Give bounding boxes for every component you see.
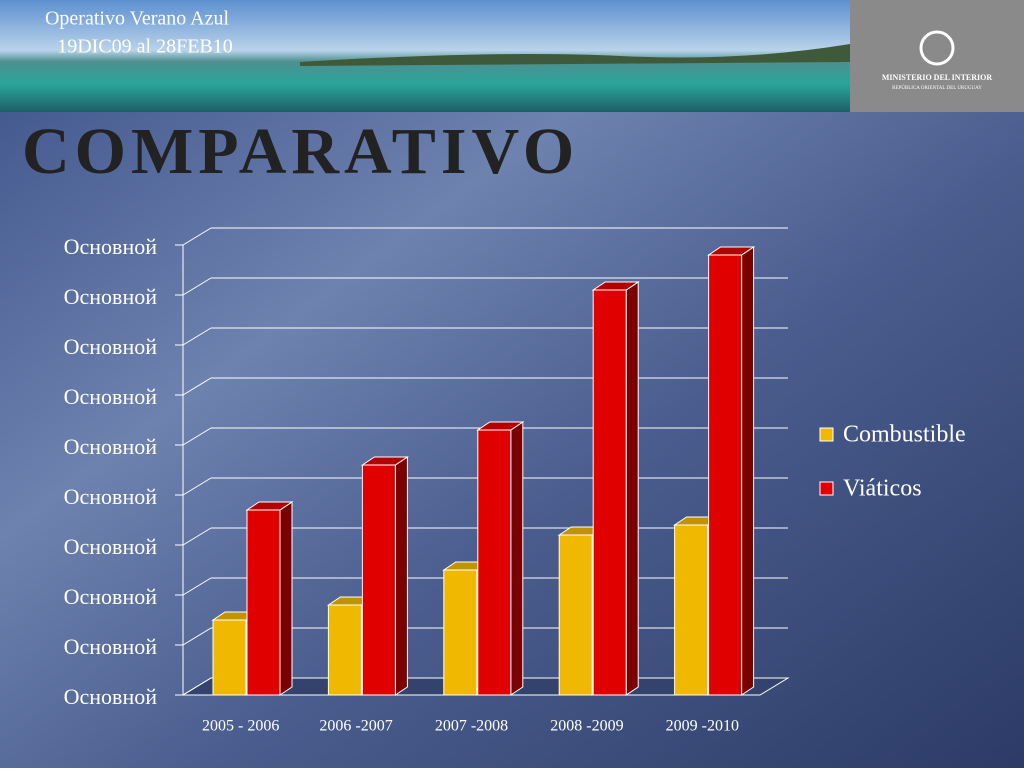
grid-line bbox=[182, 277, 212, 296]
y-tick-label: Основной bbox=[64, 584, 158, 609]
grid-line bbox=[182, 527, 212, 546]
legend-label: Viáticos bbox=[843, 476, 922, 502]
legend-swatch bbox=[819, 481, 834, 496]
bar bbox=[327, 604, 362, 696]
bar bbox=[477, 429, 512, 696]
bar bbox=[212, 619, 247, 696]
y-tick-label: Основной bbox=[64, 434, 158, 459]
y-tick-label: Основной bbox=[64, 284, 158, 309]
bar bbox=[592, 289, 627, 696]
grid-line bbox=[182, 577, 212, 596]
bar-side bbox=[394, 456, 408, 696]
x-tick-label: 2005 - 2006 bbox=[202, 718, 279, 735]
logo-sun bbox=[919, 30, 955, 66]
bar-side bbox=[625, 281, 639, 696]
bar bbox=[361, 464, 396, 696]
bar-side bbox=[279, 501, 293, 696]
bar bbox=[558, 534, 593, 696]
bar-side bbox=[510, 421, 524, 696]
x-tick-label: 2009 -2010 bbox=[666, 718, 739, 735]
grid-line bbox=[182, 427, 212, 446]
y-tick-label: Основной bbox=[64, 534, 158, 559]
bar bbox=[674, 524, 709, 696]
y-tick-label: Основной bbox=[64, 634, 158, 659]
y-tick-label: Основной bbox=[64, 684, 158, 709]
grid-line bbox=[182, 377, 212, 396]
logo-name: MINISTERIO DEL INTERIOR bbox=[882, 73, 992, 82]
grid-line bbox=[182, 477, 212, 496]
bar bbox=[708, 254, 743, 696]
y-tick-label: Основной bbox=[64, 234, 158, 259]
bar-side bbox=[741, 246, 755, 696]
header-title: Operativo Verano Azul bbox=[45, 8, 229, 30]
y-tick-label: Основной bbox=[64, 384, 158, 409]
grid-line bbox=[182, 677, 212, 696]
legend-swatch bbox=[819, 427, 834, 442]
coast bbox=[300, 44, 850, 66]
grid-line bbox=[182, 627, 212, 646]
grid-line bbox=[182, 327, 212, 346]
x-tick-label: 2008 -2009 bbox=[550, 718, 623, 735]
bar bbox=[246, 509, 281, 696]
logo-sub: REPÚBLICA ORIENTAL DEL URUGUAY bbox=[892, 85, 982, 91]
logo-box bbox=[850, 0, 1024, 112]
y-tick-label: Основной bbox=[64, 484, 158, 509]
header-dates: 19DIC09 al 28FEB10 bbox=[57, 36, 233, 58]
y-tick-label: Основной bbox=[64, 334, 158, 359]
bar bbox=[443, 569, 478, 696]
legend-label: Combustible bbox=[843, 422, 966, 448]
x-tick-label: 2007 -2008 bbox=[435, 718, 508, 735]
grid-line bbox=[182, 227, 212, 246]
slide-title: COMPARATIVO bbox=[22, 115, 579, 188]
x-tick-label: 2006 -2007 bbox=[319, 718, 392, 735]
